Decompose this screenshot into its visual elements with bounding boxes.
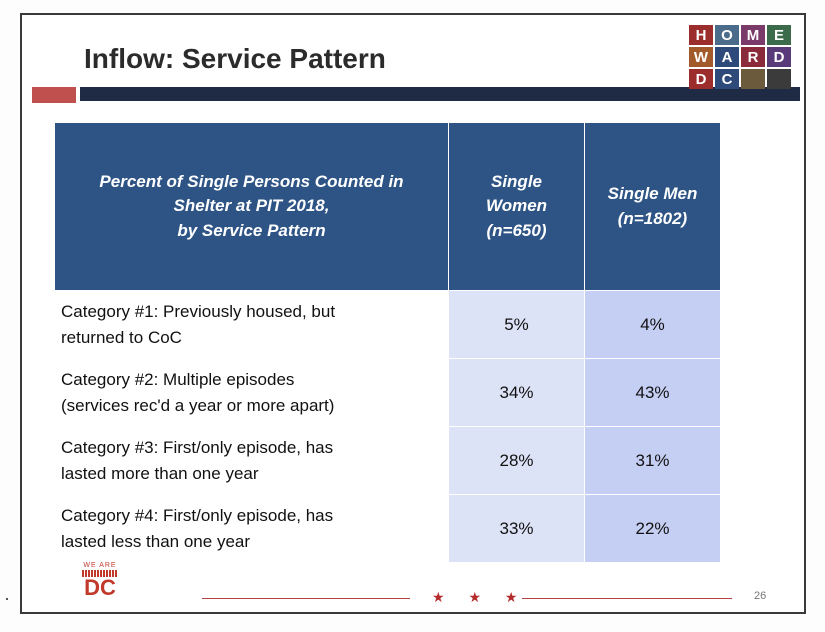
row-label-line: Category #3: First/only episode, has	[61, 438, 334, 457]
row-label-line: lasted less than one year	[61, 531, 251, 551]
we-are-text: WE ARE	[83, 562, 117, 569]
row-label: Category #3: First/only episode, has las…	[54, 426, 449, 495]
header-line: by Service Pattern	[177, 220, 326, 240]
header-single-women: Single Women (n=650)	[448, 122, 585, 291]
header-line: Single Men	[607, 183, 698, 203]
row-label-line: Category #1: Previously housed, but	[61, 302, 336, 321]
logo-tile: A	[715, 47, 739, 67]
header-line: Percent of Single Persons Counted in	[99, 171, 404, 191]
men-value: 22%	[584, 494, 721, 563]
row-label-line: lasted more than one year	[61, 463, 259, 483]
logo-tile: C	[715, 69, 739, 89]
row-label: Category #2: Multiple episodes (services…	[54, 358, 449, 427]
table-row: Category #3: First/only episode, has las…	[54, 426, 721, 495]
logo-tile	[741, 69, 765, 89]
logo-tile: D	[689, 69, 713, 89]
row-label-line: (services rec'd a year or more apart)	[61, 395, 335, 415]
table-row: Category #2: Multiple episodes (services…	[54, 358, 721, 427]
page-number: 26	[754, 590, 767, 602]
women-value: 34%	[448, 358, 585, 427]
title-underline-bar	[80, 87, 800, 101]
row-label: Category #1: Previously housed, but retu…	[54, 290, 449, 359]
header-line: (n=650)	[486, 220, 547, 240]
logo-tile: O	[715, 25, 739, 45]
logo-tile: D	[767, 47, 791, 67]
header-line: (n=1802)	[617, 208, 688, 228]
we-are-dc-logo: WE ARE DC	[80, 562, 120, 600]
table-row: Category #1: Previously housed, but retu…	[54, 290, 721, 359]
logo-tile: W	[689, 47, 713, 67]
scan-mark	[6, 598, 8, 600]
header-single-men: Single Men (n=1802)	[584, 122, 721, 291]
footer-stars: ★ ★ ★	[432, 589, 528, 605]
logo-tile: M	[741, 25, 765, 45]
logo-tile	[767, 69, 791, 89]
logo-tile: H	[689, 25, 713, 45]
homeward-dc-logo: H O M E W A R D D C	[689, 25, 791, 89]
header-line: Women	[485, 196, 548, 216]
row-label-line: Category #4: First/only episode, has	[61, 506, 334, 525]
header-line: Single	[490, 171, 542, 191]
women-value: 28%	[448, 426, 585, 495]
header-description: Percent of Single Persons Counted in She…	[54, 122, 449, 291]
women-value: 5%	[448, 290, 585, 359]
title-accent-bar	[32, 87, 76, 103]
table-header-row: Percent of Single Persons Counted in She…	[54, 122, 721, 291]
table-row: Category #4: First/only episode, has las…	[54, 494, 721, 563]
men-value: 31%	[584, 426, 721, 495]
service-pattern-table: Percent of Single Persons Counted in She…	[54, 122, 721, 563]
footer-divider-right	[522, 598, 732, 599]
row-label-line: returned to CoC	[61, 327, 182, 347]
flag-stripes	[82, 570, 118, 577]
women-value: 33%	[448, 494, 585, 563]
footer-divider-left	[202, 598, 410, 599]
slide-title: Inflow: Service Pattern	[84, 43, 386, 74]
row-label: Category #4: First/only episode, has las…	[54, 494, 449, 563]
slide: Inflow: Service Pattern H O M E W A R D …	[20, 13, 806, 614]
logo-tile: E	[767, 25, 791, 45]
header-line: Shelter at PIT 2018,	[173, 196, 330, 216]
men-value: 4%	[584, 290, 721, 359]
dc-text: DC	[84, 575, 116, 600]
logo-tile: R	[741, 47, 765, 67]
men-value: 43%	[584, 358, 721, 427]
row-label-line: Category #2: Multiple episodes	[61, 370, 295, 389]
